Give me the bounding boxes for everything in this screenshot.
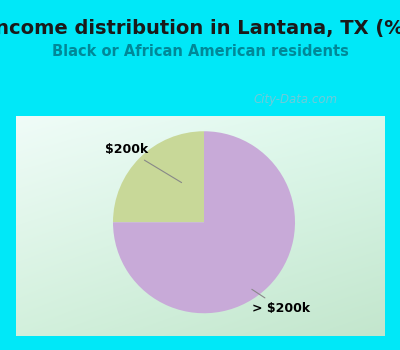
Text: Income distribution in Lantana, TX (%): Income distribution in Lantana, TX (%) [0, 19, 400, 38]
Text: > $200k: > $200k [252, 289, 310, 315]
Wedge shape [113, 131, 295, 313]
Text: Black or African American residents: Black or African American residents [52, 44, 348, 59]
Text: $200k: $200k [105, 143, 182, 183]
Text: City-Data.com: City-Data.com [254, 93, 338, 106]
Wedge shape [113, 131, 204, 222]
